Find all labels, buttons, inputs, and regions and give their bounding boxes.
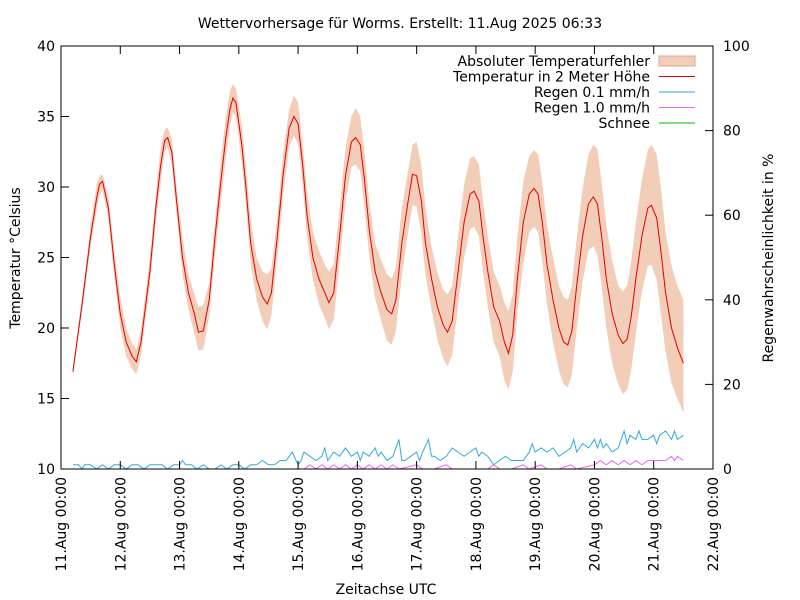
y2-tick-label: 20 — [723, 377, 741, 393]
y-tick-label: 40 — [37, 39, 55, 55]
x-tick-label: 14.Aug 00:00 — [232, 477, 248, 571]
y-axis-label: Temperatur °Celsius — [8, 187, 24, 329]
x-tick-label: 13.Aug 00:00 — [173, 477, 189, 571]
plot-area — [72, 84, 684, 470]
x-tick-label: 22.Aug 00:00 — [706, 477, 722, 571]
temperature-error-band — [72, 84, 684, 413]
x-tick-label: 17.Aug 00:00 — [410, 477, 426, 571]
legend-rain-1-0-label: Regen 1.0 mm/h — [534, 101, 650, 117]
x-tick-label: 11.Aug 00:00 — [54, 477, 70, 571]
y-tick-label: 20 — [37, 321, 55, 337]
legend-snow-label: Schnee — [598, 116, 650, 132]
y2-tick-label: 40 — [723, 293, 741, 309]
x-tick-label: 20.Aug 00:00 — [587, 477, 603, 571]
y2-tick-label: 0 — [723, 462, 732, 478]
x-tick-label: 16.Aug 00:00 — [350, 477, 366, 571]
y2-axis-label: Regenwahrscheinlichkeit in % — [761, 154, 777, 363]
x-axis-label: Zeitachse UTC — [336, 582, 437, 598]
rain-0-1-line — [72, 429, 684, 470]
rain-1-0-line — [268, 455, 684, 470]
y2-tick-label: 100 — [723, 39, 750, 55]
legend-rain-0-1-label: Regen 0.1 mm/h — [534, 85, 650, 101]
y-tick-label: 25 — [37, 251, 55, 267]
y-tick-label: 35 — [37, 110, 55, 126]
x-tick-label: 18.Aug 00:00 — [469, 477, 485, 571]
y-tick-label: 10 — [37, 462, 55, 478]
y-tick-label: 15 — [37, 392, 55, 408]
chart-title: Wettervorhersage für Worms. Erstellt: 11… — [198, 16, 602, 32]
legend-temperature-label: Temperatur in 2 Meter Höhe — [452, 70, 650, 86]
legend-error-band-swatch — [658, 55, 696, 67]
y-tick-label: 30 — [37, 180, 55, 196]
legend-error-band-label: Absoluter Temperaturfehler — [458, 54, 651, 70]
y2-tick-label: 60 — [723, 208, 741, 224]
temperature-line — [72, 97, 684, 372]
axes: 10 15 20 25 30 35 40 0 20 40 60 80 100 11.Aug 00:00 12… — [37, 39, 750, 571]
y2-tick-label: 80 — [723, 124, 741, 140]
x-tick-label: 19.Aug 00:00 — [528, 477, 544, 571]
x-tick-label: 15.Aug 00:00 — [291, 477, 307, 571]
x-tick-label: 21.Aug 00:00 — [647, 477, 663, 571]
x-tick-label: 12.Aug 00:00 — [113, 477, 129, 571]
